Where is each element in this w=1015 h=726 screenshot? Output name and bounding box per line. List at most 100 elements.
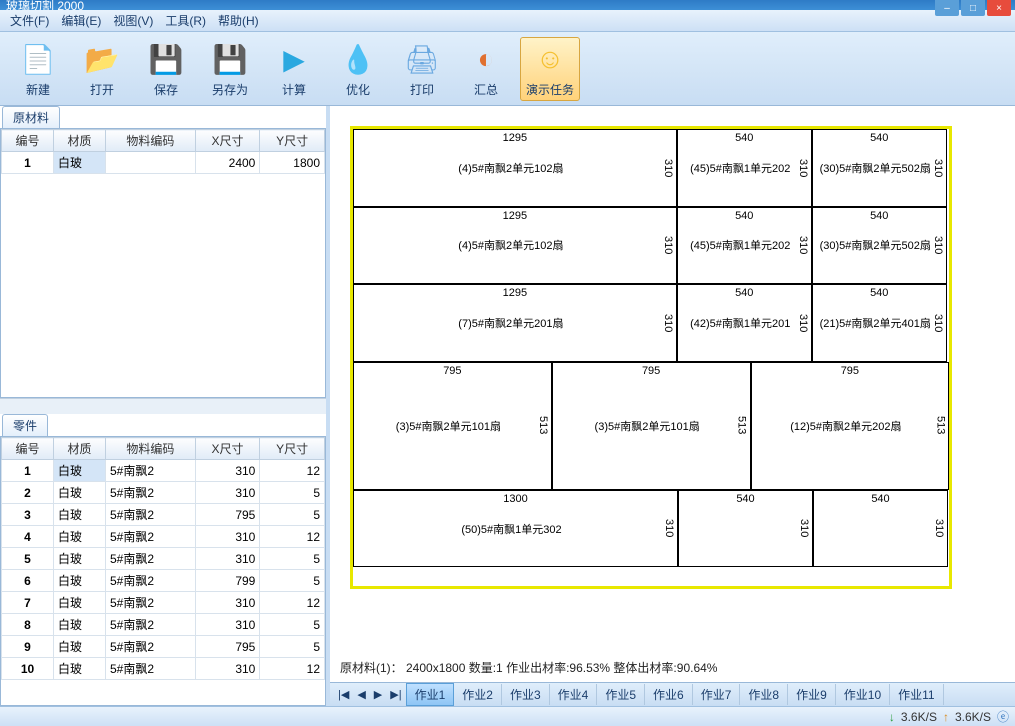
col-header[interactable]: 物料编码: [105, 130, 195, 152]
minimize-button[interactable]: –: [935, 0, 959, 16]
table-row[interactable]: 6白玻5#南飘27995: [2, 570, 325, 592]
job-tab[interactable]: 作业4: [550, 684, 598, 705]
menu-item[interactable]: 帮助(H): [212, 10, 265, 31]
table-row[interactable]: 2白玻5#南飘23105: [2, 482, 325, 504]
nav-button[interactable]: ▶|: [386, 688, 405, 701]
job-tab[interactable]: 作业10: [836, 684, 890, 705]
cut-piece[interactable]: 1295310(4)5#南飘2单元102扇: [353, 207, 677, 285]
job-tab[interactable]: 作业9: [788, 684, 836, 705]
tool-保存[interactable]: 💾 保存: [136, 37, 196, 101]
table-row[interactable]: 3白玻5#南飘27955: [2, 504, 325, 526]
col-header[interactable]: X尺寸: [195, 438, 260, 460]
right-pane: 1295310(4)5#南飘2单元102扇540310(45)5#南飘1单元20…: [330, 106, 1015, 706]
statusbar: ↓ 3.6K/S ↑ 3.6K/S ⓔ: [0, 706, 1015, 726]
menu-item[interactable]: 编辑(E): [55, 10, 107, 31]
width-label: 795: [553, 365, 750, 377]
cell: 白玻: [53, 548, 105, 570]
cell: 白玻: [53, 504, 105, 526]
cut-piece[interactable]: 795513(3)5#南飘2单元101扇: [552, 362, 751, 490]
col-header[interactable]: 材质: [53, 438, 105, 460]
tool-打开[interactable]: 📂打开: [72, 37, 132, 101]
col-header[interactable]: Y尺寸: [260, 130, 325, 152]
cut-piece[interactable]: 540310(45)5#南飘1单元202: [677, 129, 812, 207]
raw-material-tab[interactable]: 原材料: [2, 106, 60, 128]
cell: 5#南飘2: [105, 658, 195, 680]
piece-label: (3)5#南飘2单元101扇: [553, 418, 742, 434]
cut-piece[interactable]: 1300310(50)5#南飘1单元302: [353, 490, 678, 568]
nav-button[interactable]: |◀: [334, 688, 353, 701]
width-label: 795: [354, 365, 551, 377]
tool-icon: 📂: [82, 39, 122, 79]
tool-新建[interactable]: 📄新建: [8, 37, 68, 101]
tool-计算[interactable]: ▶计算: [264, 37, 324, 101]
close-button[interactable]: ×: [987, 0, 1011, 16]
cut-piece[interactable]: 795513(12)5#南飘2单元202扇: [751, 362, 950, 490]
browser-icon: ⓔ: [997, 708, 1009, 725]
nav-button[interactable]: ▶: [370, 688, 386, 701]
tool-另存为[interactable]: 💾另存为: [200, 37, 260, 101]
table-row[interactable]: 1白玻24001800: [2, 152, 325, 174]
cut-piece[interactable]: 1295310(4)5#南飘2单元102扇: [353, 129, 677, 207]
menu-item[interactable]: 工具(R): [159, 10, 212, 31]
piece-label: (42)5#南飘1单元201: [678, 315, 803, 331]
table-row[interactable]: 7白玻5#南飘231012: [2, 592, 325, 614]
tool-label: 保存: [154, 81, 178, 98]
table-row[interactable]: 8白玻5#南飘23105: [2, 614, 325, 636]
job-tab[interactable]: 作业2: [454, 684, 502, 705]
col-header[interactable]: X尺寸: [195, 130, 260, 152]
job-tab[interactable]: 作业1: [406, 683, 455, 706]
table-row[interactable]: 9白玻5#南飘27955: [2, 636, 325, 658]
sheet: 1295310(4)5#南飘2单元102扇540310(45)5#南飘1单元20…: [350, 126, 952, 589]
cell: 12: [260, 592, 325, 614]
tool-打印[interactable]: 🖨打印: [392, 37, 452, 101]
cut-piece[interactable]: 540310: [678, 490, 813, 568]
tool-label: 优化: [346, 81, 370, 98]
col-header[interactable]: 物料编码: [105, 438, 195, 460]
job-tab[interactable]: 作业11: [890, 684, 943, 705]
tool-icon: 💾: [146, 39, 186, 79]
titlebar: 玻璃切割 2000: [0, 0, 1015, 10]
menu-item[interactable]: 文件(F): [4, 10, 55, 31]
job-tab[interactable]: 作业6: [645, 684, 693, 705]
table-row[interactable]: 1白玻5#南飘231012: [2, 460, 325, 482]
cut-piece[interactable]: 540310(21)5#南飘2单元401扇: [812, 284, 947, 362]
tool-演示任务[interactable]: ☺演示任务: [520, 37, 580, 101]
nav-button[interactable]: ◀: [353, 688, 369, 701]
cell: 5#南飘2: [105, 460, 195, 482]
table-row[interactable]: 10白玻5#南飘231012: [2, 658, 325, 680]
cut-piece[interactable]: 540310: [813, 490, 948, 568]
job-tab[interactable]: 作业7: [693, 684, 741, 705]
piece-label: (45)5#南飘1单元202: [678, 237, 803, 253]
cut-piece[interactable]: 540310(30)5#南飘2单元502扇: [812, 207, 947, 285]
tool-icon: ☺: [530, 39, 570, 79]
cut-piece[interactable]: 795513(3)5#南飘2单元101扇: [353, 362, 552, 490]
parts-tab[interactable]: 零件: [2, 414, 48, 436]
cut-piece[interactable]: 540310(30)5#南飘2单元502扇: [812, 129, 947, 207]
tool-优化[interactable]: 💧 优化: [328, 37, 388, 101]
maximize-button[interactable]: □: [961, 0, 985, 16]
job-tab[interactable]: 作业5: [597, 684, 645, 705]
cut-piece[interactable]: 540310(42)5#南飘1单元201: [677, 284, 812, 362]
cell: 白玻: [53, 152, 105, 174]
tool-icon: 💧: [338, 39, 378, 79]
cut-piece[interactable]: 1295310(7)5#南飘2单元201扇: [353, 284, 677, 362]
col-header[interactable]: 编号: [2, 130, 54, 152]
parts-table[interactable]: 编号材质物料编码X尺寸Y尺寸1白玻5#南飘2310122白玻5#南飘231053…: [0, 436, 326, 706]
col-header[interactable]: Y尺寸: [260, 438, 325, 460]
width-label: 540: [678, 210, 811, 222]
col-header[interactable]: 材质: [53, 130, 105, 152]
cut-piece[interactable]: 540310(45)5#南飘1单元202: [677, 207, 812, 285]
table-row[interactable]: 5白玻5#南飘23105: [2, 548, 325, 570]
cell: 白玻: [53, 482, 105, 504]
raw-material-table[interactable]: 编号材质物料编码X尺寸Y尺寸1白玻24001800: [0, 128, 326, 398]
cutting-canvas[interactable]: 1295310(4)5#南飘2单元102扇540310(45)5#南飘1单元20…: [330, 106, 1015, 653]
cell: 5#南飘2: [105, 636, 195, 658]
job-tab[interactable]: 作业8: [740, 684, 788, 705]
job-tab[interactable]: 作业3: [502, 684, 550, 705]
tool-汇总[interactable]: ◐汇总: [456, 37, 516, 101]
scrollbar[interactable]: [0, 398, 326, 414]
menu-item[interactable]: 视图(V): [107, 10, 159, 31]
cell: 3: [2, 504, 54, 526]
col-header[interactable]: 编号: [2, 438, 54, 460]
table-row[interactable]: 4白玻5#南飘231012: [2, 526, 325, 548]
